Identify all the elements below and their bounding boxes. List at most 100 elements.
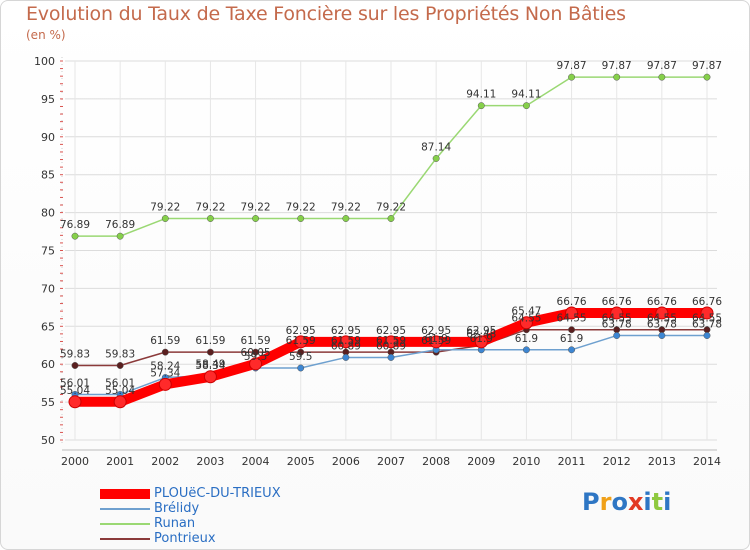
data-label: 62.95 [466,325,496,337]
y-tick-label: 55 [41,396,55,409]
x-tick-label: 2014 [693,455,721,468]
data-label: 63.78 [692,319,722,331]
data-label: 59.5 [289,351,312,363]
data-point [203,370,217,384]
data-point [116,362,124,369]
x-tick-label: 2003 [196,455,224,468]
logo-letter: P [582,488,600,516]
data-label: 59.5 [244,351,267,363]
data-label: 61.9 [470,333,493,345]
data-point [252,215,260,222]
data-point [703,332,711,339]
logo-letter: x [627,488,644,516]
y-tick-label: 90 [41,131,55,144]
data-point [116,232,124,240]
logo-letter: i [663,488,672,516]
data-point [519,316,533,330]
data-label: 60.89 [376,340,406,352]
data-point [71,232,79,240]
x-tick-label: 2007 [377,455,405,468]
data-point [565,306,579,320]
data-label: 61.59 [331,335,361,347]
data-label: 97.87 [557,60,587,72]
logo-letter: r [599,488,612,516]
data-label: 79.22 [331,202,361,214]
data-point [703,73,711,81]
y-tick-label: 95 [41,93,55,106]
chart-unit-label: (en %) [26,28,66,42]
data-point [71,362,79,369]
logo-letter: i [643,488,652,516]
data-label: 61.9 [560,333,583,345]
data-point [249,357,263,371]
data-label: 79.22 [195,202,225,214]
data-label: 63.78 [602,319,632,331]
legend-label-pontrieux: Pontrieux [154,531,216,546]
data-label: 58.24 [150,361,180,373]
data-label: 61.59 [376,335,406,347]
y-tick-label: 65 [41,320,55,333]
y-tick-label: 70 [41,282,55,295]
logo-letter: o [611,488,628,516]
data-label: 79.22 [376,202,406,214]
data-point [252,348,260,356]
legend-label-brelidy: Brélidy [154,501,200,516]
data-point [568,73,576,81]
data-point [568,326,576,334]
data-label: 97.87 [647,60,677,72]
data-point [429,335,443,349]
data-label: 66.76 [647,296,677,308]
x-tick-label: 2006 [332,455,360,468]
x-tick-label: 2011 [558,455,586,468]
legend-item-runan: Runan [100,516,195,531]
data-point [297,364,305,372]
legend-item-pontrieux: Pontrieux [100,531,216,546]
legend-item-brelidy: Brélidy [100,501,199,516]
data-point [294,335,308,349]
y-tick-label: 60 [41,358,55,371]
data-label: 58.49 [195,359,225,371]
data-label: 76.89 [105,219,135,231]
data-label: 66.76 [602,296,632,308]
data-label: 66.76 [692,296,722,308]
data-point [161,348,169,356]
y-tick-label: 85 [41,169,55,182]
x-tick-label: 2002 [151,455,179,468]
data-label: 79.22 [286,202,316,214]
y-tick-label: 80 [41,207,55,220]
data-label: 59.83 [60,348,90,360]
data-point [610,306,624,320]
data-point [206,215,214,222]
data-label: 60.05 [241,347,271,359]
data-label: 55.04 [60,385,90,397]
data-label: 62.95 [286,325,316,337]
x-tick-label: 2009 [467,455,495,468]
logo-letter: t [651,488,664,516]
data-point [387,215,395,222]
data-label: 61.59 [421,335,451,347]
data-label: 97.87 [602,60,632,72]
data-point [297,348,305,356]
legend-swatch-brelidy [100,507,150,510]
data-point [522,346,530,354]
legend-label-runan: Runan [154,516,196,531]
legend-swatch-runan [100,522,150,525]
data-point [568,346,576,354]
data-label: 65.47 [511,306,541,318]
data-label: 63.78 [647,319,677,331]
data-point [655,306,669,320]
x-tick-label: 2001 [106,455,134,468]
data-label: 61.9 [424,333,447,345]
x-tick-label: 2013 [648,455,676,468]
data-label: 59.83 [105,348,135,360]
data-point [477,102,485,110]
data-label: 87.14 [421,141,451,153]
data-label: 57.34 [150,367,180,379]
data-point [206,348,214,356]
legend-swatch-pontrieux [100,537,150,540]
data-point [342,354,350,361]
data-point [432,155,440,162]
data-label: 61.59 [286,335,316,347]
